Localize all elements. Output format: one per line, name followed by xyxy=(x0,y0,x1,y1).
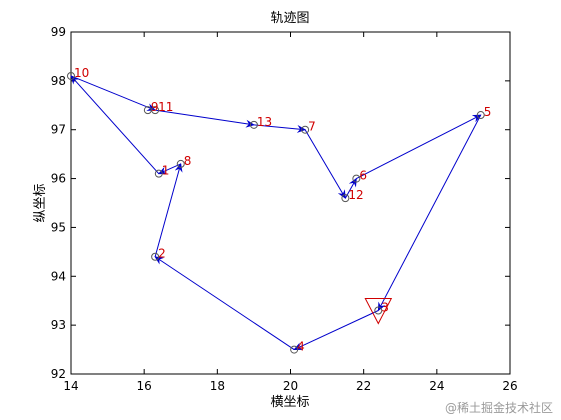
point-label: 8 xyxy=(184,154,192,168)
point-marker xyxy=(249,120,258,129)
x-tick-label: 14 xyxy=(63,379,78,393)
y-tick-label: 93 xyxy=(51,318,66,332)
path-segment xyxy=(70,75,160,175)
path-segment xyxy=(154,162,183,257)
point-label: 10 xyxy=(74,66,89,80)
point-marker xyxy=(290,345,299,354)
point-label: 1 xyxy=(162,164,170,178)
y-axis-title: 纵坐标 xyxy=(33,183,48,222)
plot-frame xyxy=(70,31,511,375)
point-label: 11 xyxy=(158,100,173,114)
point-marker xyxy=(476,111,485,120)
point-marker xyxy=(67,71,75,80)
y-tick-label: 95 xyxy=(51,220,66,234)
point-label: 13 xyxy=(257,115,272,129)
y-tick-label: 96 xyxy=(51,172,66,186)
point-marker xyxy=(151,106,160,115)
x-tick-label: 22 xyxy=(356,379,371,393)
point-label: 2 xyxy=(158,247,166,261)
path-segment xyxy=(154,256,295,350)
x-tick-label: 26 xyxy=(502,379,517,393)
path-segment xyxy=(304,129,346,199)
point-label: 4 xyxy=(297,340,305,354)
start-point-marker xyxy=(364,297,393,325)
point-marker xyxy=(154,169,163,178)
point-label: 7 xyxy=(308,120,316,134)
y-tick-label: 98 xyxy=(51,74,66,88)
path-segment xyxy=(356,114,482,180)
point-markers xyxy=(67,71,485,354)
y-tick-label: 97 xyxy=(51,123,66,137)
path-segment xyxy=(70,75,157,111)
point-marker xyxy=(341,194,350,203)
chart-title: 轨迹图 xyxy=(270,11,309,26)
point-marker xyxy=(151,252,160,261)
path-segment xyxy=(157,163,181,175)
path-segment xyxy=(377,114,482,312)
point-label: 9 xyxy=(151,100,159,114)
x-axis-title: 横坐标 xyxy=(270,395,309,410)
path-segment xyxy=(155,109,255,128)
x-tick-label: 18 xyxy=(210,379,225,393)
point-marker xyxy=(301,125,310,134)
y-tick-label: 94 xyxy=(51,269,66,283)
y-tick-label: 99 xyxy=(51,25,66,39)
point-marker xyxy=(176,159,185,168)
x-tick-label: 20 xyxy=(283,379,298,393)
x-tick-label: 24 xyxy=(429,379,444,393)
point-marker xyxy=(374,306,383,315)
x-tick-label: 16 xyxy=(137,379,152,393)
path-segment xyxy=(253,124,307,133)
trajectory-path xyxy=(70,75,482,351)
point-label: 5 xyxy=(484,105,492,119)
point-marker xyxy=(352,174,361,183)
point-label: 6 xyxy=(359,169,367,183)
watermark: @稀土掘金技术社区 xyxy=(444,401,553,415)
path-segment xyxy=(293,310,379,351)
point-label: 12 xyxy=(348,188,363,202)
y-tick-label: 92 xyxy=(51,367,66,381)
point-label: 3 xyxy=(381,300,389,314)
